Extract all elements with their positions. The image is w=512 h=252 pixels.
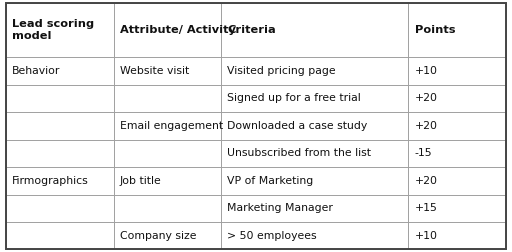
Text: Company size: Company size [120, 231, 196, 241]
Bar [409, 3, 506, 57]
Bar [6, 112, 114, 140]
Text: Website visit: Website visit [120, 66, 189, 76]
Text: +10: +10 [415, 231, 438, 241]
Text: Attribute/ Activity: Attribute/ Activity [120, 25, 236, 35]
Bar [114, 140, 221, 167]
Text: Firmographics: Firmographics [12, 176, 89, 186]
Bar [6, 222, 114, 249]
Bar [114, 85, 221, 112]
Text: -15: -15 [415, 148, 432, 158]
Bar [409, 140, 506, 167]
Bar [221, 222, 409, 249]
Bar [6, 140, 114, 167]
Bar [409, 195, 506, 222]
Text: +20: +20 [415, 93, 438, 103]
Bar [114, 57, 221, 85]
Text: Unsubscribed from the list: Unsubscribed from the list [227, 148, 371, 158]
Text: > 50 employees: > 50 employees [227, 231, 317, 241]
Bar [6, 3, 114, 57]
Bar [221, 112, 409, 140]
Bar [114, 222, 221, 249]
Bar [6, 57, 114, 85]
Text: Lead scoring
model: Lead scoring model [12, 19, 94, 41]
Bar [221, 57, 409, 85]
Bar [114, 3, 221, 57]
Text: Email engagement: Email engagement [120, 121, 223, 131]
Text: Signed up for a free trial: Signed up for a free trial [227, 93, 361, 103]
Bar [221, 3, 409, 57]
Bar [6, 85, 114, 112]
Bar [409, 57, 506, 85]
Text: Marketing Manager: Marketing Manager [227, 203, 333, 213]
Bar [114, 167, 221, 195]
Bar [221, 195, 409, 222]
Text: +15: +15 [415, 203, 437, 213]
Bar [409, 167, 506, 195]
Bar [409, 112, 506, 140]
Text: +20: +20 [415, 121, 438, 131]
Bar [221, 167, 409, 195]
Bar [409, 85, 506, 112]
Bar [6, 167, 114, 195]
Text: Criteria: Criteria [227, 25, 276, 35]
Bar [114, 195, 221, 222]
Text: +20: +20 [415, 176, 438, 186]
Text: VP of Marketing: VP of Marketing [227, 176, 313, 186]
Text: Downloaded a case study: Downloaded a case study [227, 121, 368, 131]
Text: Job title: Job title [120, 176, 161, 186]
Bar [409, 222, 506, 249]
Bar [221, 140, 409, 167]
Text: Points: Points [415, 25, 455, 35]
Bar [221, 85, 409, 112]
Text: Behavior: Behavior [12, 66, 60, 76]
Text: Visited pricing page: Visited pricing page [227, 66, 336, 76]
Bar [114, 112, 221, 140]
Text: +10: +10 [415, 66, 438, 76]
Bar [6, 195, 114, 222]
